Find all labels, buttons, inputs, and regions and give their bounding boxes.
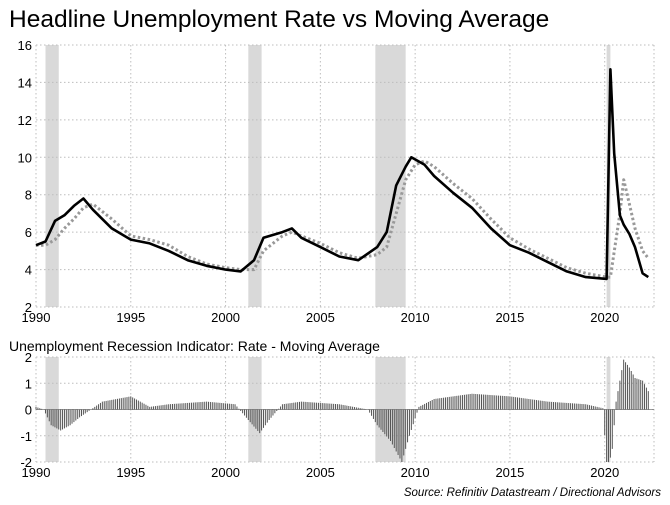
unemployment-rate-line bbox=[35, 68, 650, 281]
y-tick-label: -2 bbox=[20, 455, 32, 470]
x-tick-label: 2015 bbox=[495, 310, 524, 325]
x-tick-label: 2010 bbox=[401, 310, 430, 325]
x-tick-label: 1995 bbox=[116, 465, 145, 480]
y-tick-label: 0 bbox=[25, 403, 32, 418]
x-tick-label: 2020 bbox=[590, 310, 619, 325]
x-tick-label: 2000 bbox=[211, 310, 240, 325]
recession-band bbox=[45, 45, 59, 307]
x-tick-label: 1990 bbox=[22, 310, 51, 325]
y-tick-label: 16 bbox=[18, 38, 32, 53]
y-tick-label: 10 bbox=[18, 150, 32, 165]
x-tick-label: 2000 bbox=[211, 465, 240, 480]
x-tick-label: 2010 bbox=[401, 465, 430, 480]
y-tick-label: 12 bbox=[18, 113, 32, 128]
panel-1: -2 -1 0 1 2 1990 1995 2000 2005 2010 2015 2020 bbox=[20, 350, 655, 480]
y-tick-label: 4 bbox=[25, 263, 32, 278]
y-tick-label: 1 bbox=[25, 376, 32, 391]
x-tick-label: 2015 bbox=[495, 465, 524, 480]
x-tick-label: 1995 bbox=[116, 310, 145, 325]
x-tick-label: 1990 bbox=[22, 465, 51, 480]
chart-title: Headline Unemployment Rate vs Moving Ave… bbox=[9, 6, 550, 33]
y-tick-label: -1 bbox=[20, 429, 32, 444]
panel-0: 2 4 6 8 10 12 14 16 1990 1995 2000 2005 2010 2015 2020 bbox=[18, 38, 655, 325]
x-tick-label: 2005 bbox=[306, 310, 335, 325]
moving-average-line bbox=[36, 159, 650, 279]
y-tick-label: 14 bbox=[18, 75, 32, 90]
source-note: Source: Refinitiv Datastream / Direction… bbox=[403, 487, 661, 499]
y-tick-label: 2 bbox=[25, 350, 32, 365]
x-tick-label: 2020 bbox=[590, 465, 619, 480]
y-tick-label: 6 bbox=[25, 225, 32, 240]
recession-band bbox=[248, 45, 262, 307]
x-tick-label: 2005 bbox=[306, 465, 335, 480]
y-tick-label: 2 bbox=[25, 300, 32, 315]
indicator-chart-title: Unemployment Recession Indicator: Rate -… bbox=[9, 338, 380, 354]
y-tick-label: 8 bbox=[25, 188, 32, 203]
